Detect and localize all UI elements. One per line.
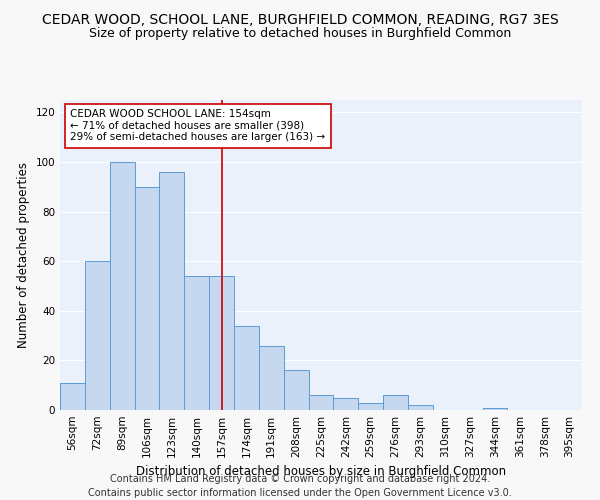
Bar [259,346,284,410]
Bar [308,395,334,410]
Bar [134,187,160,410]
Bar [184,276,209,410]
X-axis label: Distribution of detached houses by size in Burghfield Common: Distribution of detached houses by size … [136,466,506,478]
Bar [383,395,408,410]
Bar [60,382,85,410]
Bar [334,398,358,410]
Y-axis label: Number of detached properties: Number of detached properties [17,162,30,348]
Bar [110,162,134,410]
Bar [160,172,184,410]
Bar [85,261,110,410]
Text: CEDAR WOOD, SCHOOL LANE, BURGHFIELD COMMON, READING, RG7 3ES: CEDAR WOOD, SCHOOL LANE, BURGHFIELD COMM… [41,12,559,26]
Text: CEDAR WOOD SCHOOL LANE: 154sqm
← 71% of detached houses are smaller (398)
29% of: CEDAR WOOD SCHOOL LANE: 154sqm ← 71% of … [70,110,326,142]
Text: Size of property relative to detached houses in Burghfield Common: Size of property relative to detached ho… [89,28,511,40]
Text: Contains HM Land Registry data © Crown copyright and database right 2024.
Contai: Contains HM Land Registry data © Crown c… [88,474,512,498]
Bar [408,405,433,410]
Bar [482,408,508,410]
Bar [358,402,383,410]
Bar [284,370,308,410]
Bar [234,326,259,410]
Bar [209,276,234,410]
